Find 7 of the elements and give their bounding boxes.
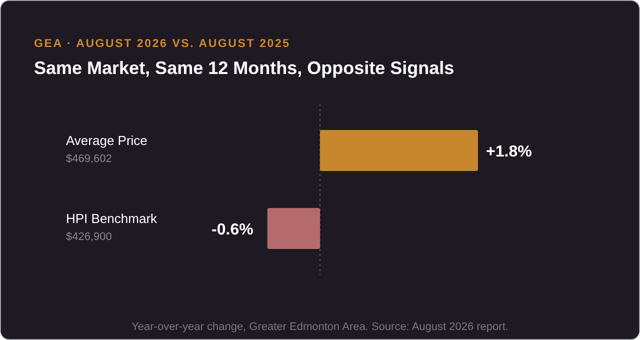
- data-label: -0.6%: [212, 222, 254, 238]
- text: GEA · AUGUST 2026 VS. AUGUST 2025: [34, 38, 290, 50]
- y-tick-label: Average Price $469,602: [66, 133, 148, 165]
- chart-title: Same Market, Same 12 Months, Opposite Signals: [34, 58, 454, 78]
- y-tick-label: HPI Benchmark $426,900: [66, 211, 158, 243]
- text: Year-over-year change, Greater Edmonton Area. Source: August 2026 report.: [132, 321, 508, 333]
- data-label: +1.8%: [486, 144, 532, 160]
